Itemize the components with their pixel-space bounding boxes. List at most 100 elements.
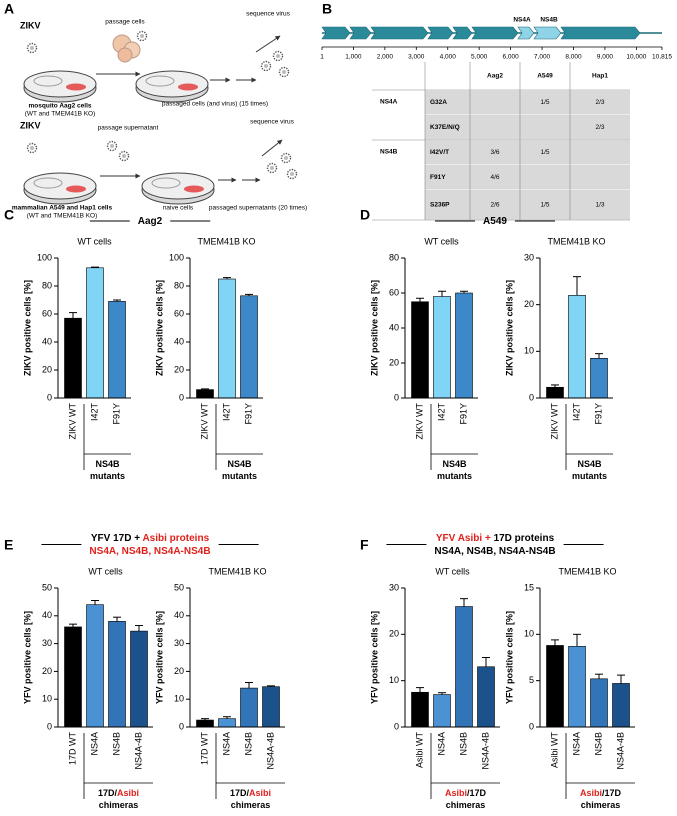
text-part: chimeras bbox=[231, 800, 271, 810]
y-tick-label: 0 bbox=[394, 392, 399, 402]
error-bar bbox=[416, 297, 424, 302]
gene-arrow bbox=[560, 26, 641, 40]
tick-label: 9,000 bbox=[597, 54, 614, 61]
gene-arrow bbox=[349, 26, 372, 40]
y-tick-label: 30 bbox=[174, 638, 184, 648]
text-line: mutants bbox=[222, 471, 257, 481]
cell: 1/3 bbox=[595, 202, 604, 209]
gene-arrow bbox=[517, 26, 535, 40]
text-line: NS4B bbox=[577, 459, 602, 469]
y-axis-label: YFV positive cells [%] bbox=[504, 611, 514, 704]
y-tick-label: 100 bbox=[169, 252, 184, 262]
cell-bg bbox=[425, 90, 630, 115]
error-bar bbox=[267, 685, 275, 687]
y-axis-label: ZIKV positive cells [%] bbox=[369, 280, 379, 376]
y-tick-label: 20 bbox=[42, 364, 52, 374]
text-part: NS4B bbox=[442, 459, 467, 469]
error-bar bbox=[113, 299, 121, 302]
error-bar bbox=[223, 716, 231, 719]
text-line: mutants bbox=[90, 471, 125, 481]
tick-label: 3,000 bbox=[408, 54, 425, 61]
y-tick-label: 80 bbox=[174, 280, 184, 290]
text-line: NS4B bbox=[95, 459, 120, 469]
text-part: /17D bbox=[467, 788, 487, 798]
text-part: 17D proteins bbox=[494, 533, 555, 544]
column-header: Hap1 bbox=[592, 73, 608, 80]
text-part: chimeras bbox=[581, 800, 621, 810]
cell: 4/6 bbox=[490, 174, 499, 181]
error-bar bbox=[245, 293, 253, 296]
text-part: 17D/ bbox=[98, 788, 118, 798]
bar bbox=[568, 295, 586, 399]
tick-label: 4,000 bbox=[440, 54, 457, 61]
y-tick-label: 0 bbox=[179, 392, 184, 402]
y-tick-label: 80 bbox=[389, 252, 399, 262]
text-line: 17D/Asibi bbox=[230, 788, 271, 798]
text-line: NS4B bbox=[227, 459, 252, 469]
x-tick-label: NS4A bbox=[89, 732, 99, 756]
y-tick-label: 10 bbox=[174, 694, 184, 704]
error-bar bbox=[482, 657, 490, 667]
cell-bg bbox=[425, 165, 630, 190]
x-tick-label: Asibi WT bbox=[414, 731, 424, 768]
text-part: NS4B bbox=[577, 459, 602, 469]
bar bbox=[262, 686, 280, 728]
text-line: Aag2 bbox=[138, 216, 163, 227]
x-tick-label: ZIKV WT bbox=[67, 403, 77, 440]
text-part: 17D/ bbox=[230, 788, 250, 798]
label: passaged supernatants (20 times) bbox=[209, 205, 307, 212]
x-tick-label: Asibi WT bbox=[549, 731, 559, 768]
label: (WT and TMEM41B KO) bbox=[27, 213, 98, 220]
error-bar bbox=[201, 388, 209, 390]
x-tick-label: NS4A-4B bbox=[133, 732, 143, 770]
gene-label: NS4B bbox=[540, 17, 558, 24]
x-tick-label: NS4A bbox=[221, 732, 231, 756]
error-bar bbox=[223, 277, 231, 279]
y-tick-label: 20 bbox=[42, 666, 52, 676]
label: mosquito Aag2 cells bbox=[29, 103, 92, 110]
column-header: Aag2 bbox=[487, 73, 503, 80]
x-tick-label: NS4A-4B bbox=[615, 732, 625, 770]
chart-title: TMEM41B KO bbox=[208, 566, 266, 576]
y-axis-label: ZIKV positive cells [%] bbox=[22, 280, 32, 376]
panel-label: D bbox=[360, 207, 370, 223]
y-tick-label: 20 bbox=[174, 364, 184, 374]
y-tick-label: 10 bbox=[42, 694, 52, 704]
cell: 2/3 bbox=[595, 99, 604, 106]
y-tick-label: 30 bbox=[389, 582, 399, 592]
y-tick-label: 80 bbox=[42, 280, 52, 290]
cell: 2/6 bbox=[490, 202, 499, 209]
bar bbox=[546, 386, 564, 399]
bar bbox=[86, 267, 104, 399]
y-axis-label: YFV positive cells [%] bbox=[154, 611, 164, 704]
label: sequence virus bbox=[246, 11, 290, 18]
mutation: I42V/T bbox=[430, 149, 449, 156]
panel-label: F bbox=[360, 537, 369, 553]
y-tick-label: 50 bbox=[42, 582, 52, 592]
text-line: A549 bbox=[483, 216, 507, 227]
chart-title: TMEM41B KO bbox=[547, 236, 605, 246]
gene-arrow bbox=[471, 26, 519, 40]
tick-label: 6,000 bbox=[502, 54, 519, 61]
text-part: Asibi proteins bbox=[142, 533, 209, 544]
bar bbox=[590, 358, 608, 399]
gene-arrow bbox=[370, 26, 429, 40]
error-bar bbox=[113, 616, 121, 622]
y-tick-label: 20 bbox=[174, 666, 184, 676]
label: passage supernatant bbox=[98, 125, 159, 132]
y-tick-label: 10 bbox=[524, 629, 534, 639]
y-tick-label: 0 bbox=[47, 392, 52, 402]
text-line: chimeras bbox=[446, 800, 486, 810]
bar bbox=[218, 278, 236, 399]
y-tick-label: 5 bbox=[529, 675, 534, 685]
chart-title: WT cells bbox=[77, 236, 112, 246]
mutation: G32A bbox=[430, 99, 447, 106]
y-tick-label: 20 bbox=[389, 629, 399, 639]
chart-title: WT cells bbox=[88, 566, 123, 576]
bar bbox=[568, 646, 586, 728]
bar bbox=[108, 301, 126, 399]
y-axis-label: ZIKV positive cells [%] bbox=[154, 280, 164, 376]
x-tick-label: ZIKV WT bbox=[199, 403, 209, 440]
bar bbox=[64, 626, 82, 728]
chart-title: TMEM41B KO bbox=[197, 236, 255, 246]
